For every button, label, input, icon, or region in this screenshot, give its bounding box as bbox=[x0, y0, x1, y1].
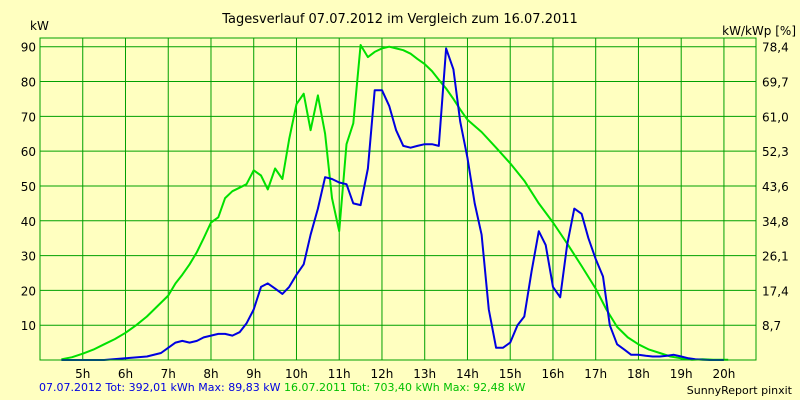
y-tick-label-right: 52,3 bbox=[762, 145, 789, 159]
footer-summary: 07.07.2012 Tot: 392,01 kWh Max: 89,83 kW… bbox=[39, 381, 525, 394]
x-tick-label: 6h bbox=[118, 367, 133, 381]
y-tick-label-right: 26,1 bbox=[762, 250, 789, 264]
y-tick-label-right: 61,0 bbox=[762, 110, 789, 124]
y-tick-label-right: 69,7 bbox=[762, 76, 789, 90]
x-tick-label: 13h bbox=[413, 367, 436, 381]
x-tick-label: 12h bbox=[371, 367, 394, 381]
x-tick-label: 8h bbox=[203, 367, 218, 381]
y-tick-label-right: 8,7 bbox=[762, 319, 781, 333]
x-tick-label: 17h bbox=[584, 367, 607, 381]
left-axis-unit: kW bbox=[30, 19, 49, 33]
y-tick-label-left: 70 bbox=[21, 110, 36, 124]
footer-2011-summary: 16.07.2011 Tot: 703,40 kWh Max: 92,48 kW bbox=[283, 381, 526, 394]
y-tick-label-right: 78,4 bbox=[762, 41, 789, 55]
y-tick-label-left: 50 bbox=[21, 180, 36, 194]
y-tick-label-left: 60 bbox=[21, 145, 36, 159]
y-tick-label-left: 10 bbox=[21, 319, 36, 333]
grid bbox=[40, 38, 756, 360]
x-tick-label: 15h bbox=[499, 367, 522, 381]
series-line-07.07.2012 bbox=[61, 47, 724, 361]
right-axis-unit: kW/kWp [%] bbox=[722, 24, 796, 38]
series-line-16.07.2011 bbox=[61, 44, 729, 361]
x-tick-label: 20h bbox=[713, 367, 736, 381]
x-tick-label: 18h bbox=[627, 367, 650, 381]
y-tick-label-right: 17,4 bbox=[762, 284, 789, 298]
y-tick-label-left: 90 bbox=[21, 41, 36, 55]
plot-frame bbox=[39, 37, 757, 361]
x-tick-label: 11h bbox=[328, 367, 351, 381]
x-tick-label: 7h bbox=[161, 367, 176, 381]
x-tick-label: 9h bbox=[246, 367, 261, 381]
x-tick-label: 19h bbox=[670, 367, 693, 381]
y-tick-label-left: 40 bbox=[21, 215, 36, 229]
x-tick-label: 14h bbox=[456, 367, 479, 381]
y-tick-label-left: 20 bbox=[21, 284, 36, 298]
chart-title: Tagesverlauf 07.07.2012 im Vergleich zum… bbox=[221, 12, 578, 27]
y-tick-label-right: 43,6 bbox=[762, 180, 789, 194]
x-tick-label: 10h bbox=[285, 367, 308, 381]
footer-credit: SunnyReport pinxit bbox=[686, 384, 792, 397]
y-tick-label-right: 34,8 bbox=[762, 215, 789, 229]
x-tick-label: 16h bbox=[542, 367, 565, 381]
x-tick-label: 5h bbox=[75, 367, 90, 381]
footer-2012-summary: 07.07.2012 Tot: 392,01 kWh Max: 89,83 kW bbox=[39, 381, 281, 394]
y-tick-label-left: 30 bbox=[21, 250, 36, 264]
y-tick-label-left: 80 bbox=[21, 76, 36, 90]
axis-ticks: 10 20 30 40 50 60 70 80 90 8,7 17,4 26,1 34,8 43,6 52,… bbox=[21, 41, 789, 381]
series-layer bbox=[61, 44, 729, 361]
